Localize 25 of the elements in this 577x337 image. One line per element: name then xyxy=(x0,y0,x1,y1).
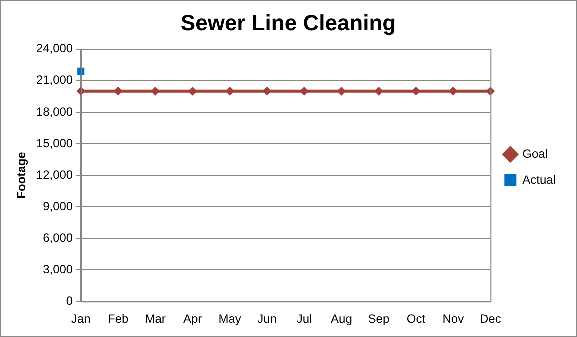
y-tick-label: 0 xyxy=(66,294,74,308)
y-tick-label: 6,000 xyxy=(43,230,74,245)
x-tick-label: Nov xyxy=(442,312,464,326)
y-tick-label: 18,000 xyxy=(36,104,74,119)
y-tick-label: 9,000 xyxy=(43,199,74,214)
legend-label: Goal xyxy=(522,146,548,161)
y-tick-label: 24,000 xyxy=(36,42,74,56)
y-tick-label: 15,000 xyxy=(36,136,74,150)
x-tick-label: Jan xyxy=(71,312,91,326)
x-tick-label: Apr xyxy=(183,312,202,326)
x-tick-label: Feb xyxy=(108,312,129,326)
x-tick-label: Jun xyxy=(258,312,277,326)
y-tick-label: 21,000 xyxy=(36,73,74,88)
y-axis-title: Footage xyxy=(14,152,29,199)
x-tick-label: Dec xyxy=(480,312,502,326)
y-tick-label: 3,000 xyxy=(43,262,74,276)
x-tick-label: Mar xyxy=(145,312,166,326)
x-tick-label: Jul xyxy=(296,312,312,326)
x-tick-label: May xyxy=(218,312,242,326)
x-tick-label: Sep xyxy=(368,312,390,326)
y-tick-label: 12,000 xyxy=(36,168,74,182)
legend-label: Actual xyxy=(522,172,556,187)
x-tick-label: Aug xyxy=(331,312,352,326)
chart-title: Sewer Line Cleaning xyxy=(180,10,396,36)
x-tick-label: Oct xyxy=(406,312,426,326)
